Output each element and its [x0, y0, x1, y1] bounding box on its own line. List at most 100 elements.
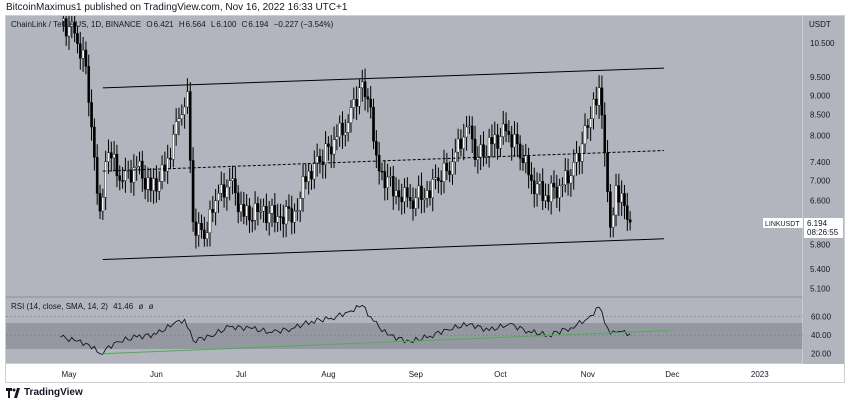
candle-body [499, 136, 502, 149]
candle-body [397, 190, 401, 198]
channel-upper-line[interactable] [102, 67, 664, 89]
candle-body [403, 187, 406, 203]
candle-body [93, 126, 96, 158]
rsi-support-line[interactable] [102, 330, 670, 355]
price-tick-label: 8.000 [810, 131, 831, 140]
candle-body [163, 164, 167, 172]
candle-body [115, 154, 119, 176]
candle-body [118, 175, 122, 181]
price-channel[interactable] [102, 67, 664, 261]
candle-body [504, 123, 508, 132]
candle-body [81, 49, 85, 59]
candle-body [408, 197, 412, 201]
candle-body [538, 180, 542, 185]
time-axis[interactable] [6, 364, 844, 382]
channel-midline[interactable] [102, 150, 664, 172]
candle-body [101, 197, 105, 212]
candle-body [304, 176, 308, 182]
candle-body [575, 152, 578, 163]
candle-body [186, 91, 189, 108]
price-axis[interactable] [803, 16, 844, 364]
price-tick-label: 7.400 [810, 158, 831, 167]
candle-body [628, 219, 632, 223]
candle-body [490, 137, 494, 145]
candle-body [298, 198, 302, 211]
price-tick-label: 5.400 [810, 265, 831, 274]
currency-label: USDT [809, 20, 831, 29]
time-tick-labels: May Jun Jul Aug Sep Oct Nov Dec 2023 [61, 370, 769, 379]
price-tick-label: 10.500 [810, 39, 835, 48]
candle-body [425, 190, 429, 199]
candle-body [493, 134, 497, 145]
price-tick-labels: 10.500 9.500 9.000 8.500 8.000 7.400 7.000 6.60… [810, 39, 835, 293]
candle-body [496, 134, 499, 149]
candle-body [203, 229, 206, 239]
candle-body [78, 43, 82, 59]
candle-body [265, 206, 268, 224]
candle-body [394, 190, 398, 197]
candle-body [465, 126, 468, 138]
candle-body [563, 170, 567, 186]
candle-body [152, 178, 155, 191]
price-tick-label: 9.500 [810, 73, 831, 82]
candle-body [349, 107, 353, 124]
candle-body [625, 205, 629, 220]
time-tick-label: Jul [236, 370, 246, 379]
rsi-band [6, 323, 803, 349]
candle-body [138, 160, 141, 167]
candle-body [346, 122, 350, 133]
candle-body [146, 177, 150, 190]
candle-body [414, 197, 418, 209]
price-tick-label: 7.000 [810, 177, 831, 186]
candle-body [287, 206, 291, 209]
candle-body [267, 213, 271, 224]
candle-body [290, 208, 294, 223]
candle-body [530, 174, 533, 181]
candle-body [516, 134, 519, 145]
rsi-line [60, 304, 631, 355]
candle-body [222, 184, 226, 198]
candle-body [417, 185, 420, 199]
candle-body [445, 162, 449, 172]
candle-body [341, 122, 344, 136]
candle-body [580, 143, 584, 162]
candle-body [547, 195, 550, 202]
time-tick-label: Oct [494, 370, 507, 379]
tradingview-logo[interactable]: TradingView [6, 387, 83, 398]
chart-panel[interactable]: 10.500 9.500 9.000 8.500 8.000 7.400 7.000 6.60… [5, 15, 845, 383]
candle-body [527, 155, 530, 176]
candle-body [307, 170, 310, 182]
candle-body [200, 223, 203, 231]
candle-body [234, 178, 237, 194]
candle-body [386, 176, 389, 189]
candle-body [174, 121, 178, 135]
price-chart[interactable]: 10.500 9.500 9.000 8.500 8.000 7.400 7.000 6.60… [6, 16, 844, 382]
candle-body [549, 182, 553, 202]
candle-body [606, 152, 609, 192]
price-pane[interactable] [6, 16, 803, 297]
candle-body [561, 184, 564, 187]
candle-body [188, 91, 192, 161]
candle-body [253, 203, 257, 221]
candle-body [544, 195, 547, 201]
time-tick-label: Jun [150, 370, 163, 379]
price-tick-label: 9.000 [810, 91, 831, 100]
candle-body [603, 114, 607, 153]
candle-body [250, 219, 254, 222]
candle-body [456, 138, 460, 153]
candle-body [276, 216, 279, 223]
channel-lower-line[interactable] [102, 238, 664, 261]
candle-body [555, 186, 559, 199]
last-price-tag [804, 218, 843, 238]
candle-body [70, 21, 74, 28]
candle-body [428, 190, 432, 198]
candles [62, 16, 632, 249]
candle-body [129, 169, 133, 183]
candle-body [510, 134, 513, 148]
candle-body [183, 106, 186, 115]
candle-body [597, 87, 601, 106]
symbol-tag [763, 218, 803, 228]
candle-body [281, 216, 285, 225]
candle-body [194, 221, 198, 236]
candle-body [482, 144, 485, 157]
